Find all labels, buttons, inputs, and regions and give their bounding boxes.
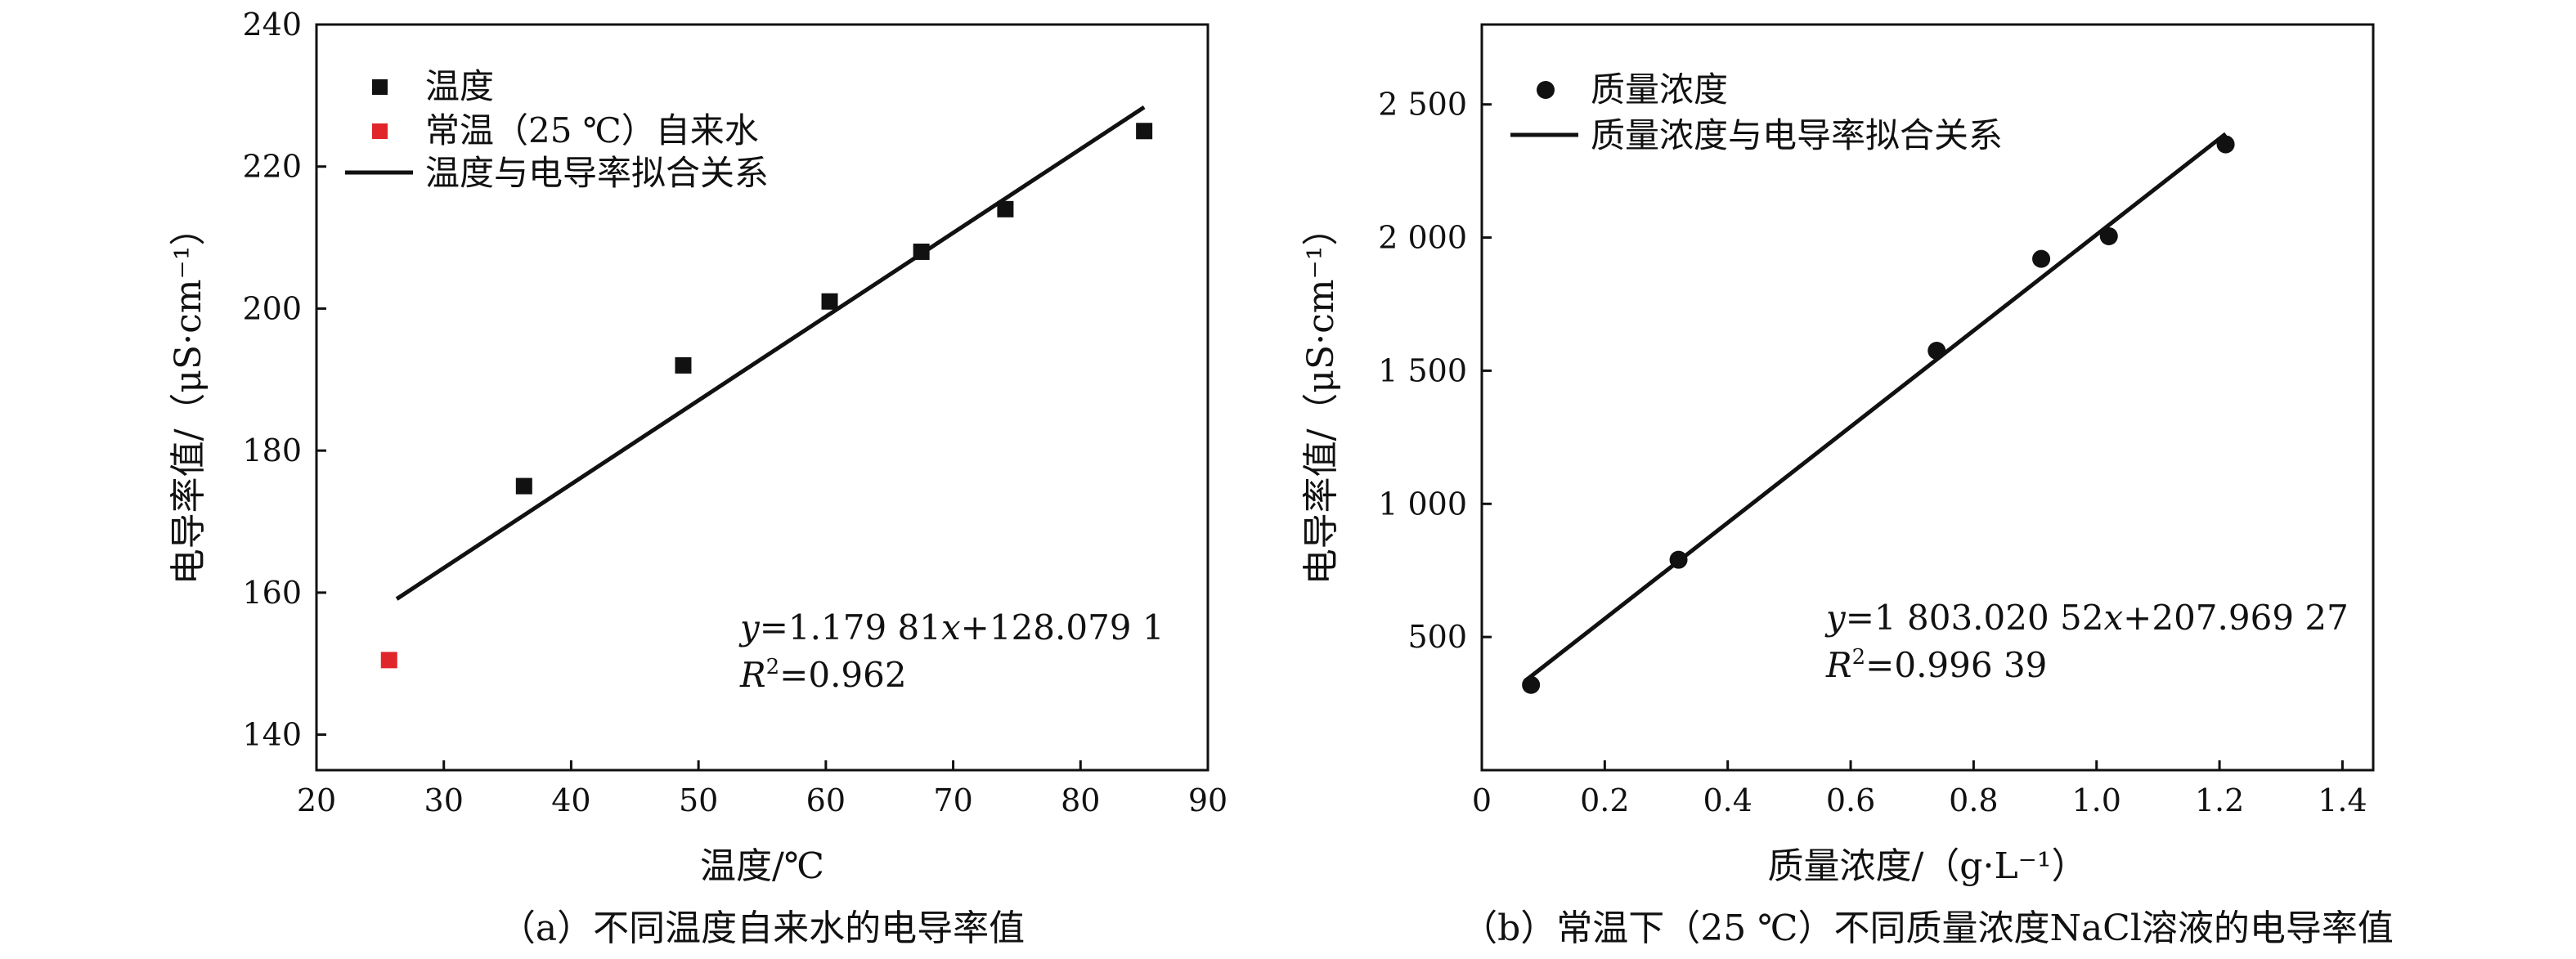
fit-equation-a: y=1.179 81x+128.079 1 <box>738 607 1165 648</box>
data-point <box>380 652 397 669</box>
y-tick-label: 2 500 <box>1378 87 1467 123</box>
x-tick-label: 90 <box>1188 782 1227 818</box>
x-tick-label: 1.0 <box>2072 782 2121 818</box>
x-tick-label: 0.2 <box>1580 782 1629 818</box>
x-tick-label: 0 <box>1472 782 1492 818</box>
plot-frame-b <box>1480 23 2375 772</box>
y-tick-label: 200 <box>242 290 302 326</box>
data-points-b <box>1522 135 2235 694</box>
data-point <box>1522 675 1541 694</box>
fit-line <box>1524 132 2228 683</box>
data-point <box>997 200 1014 217</box>
x-tick-label: 40 <box>551 782 590 818</box>
y-axis-title-b: 电导率值/（μS·cm⁻¹） <box>1300 210 1342 585</box>
fit-line-a <box>395 105 1146 601</box>
x-axis-ticks-a: 20 30 40 50 60 70 80 90 <box>297 760 1227 818</box>
data-point <box>675 356 692 374</box>
data-point <box>2216 135 2235 154</box>
data-point <box>515 477 532 495</box>
x-tick-label: 0.6 <box>1826 782 1875 818</box>
legend-label-concentration: 质量浓度 <box>1591 69 1728 110</box>
legend-label-temperature: 温度 <box>425 66 494 106</box>
y-tick-label: 1 500 <box>1378 352 1467 388</box>
plot-frame-a <box>315 23 1209 772</box>
x-tick-label: 60 <box>806 782 846 818</box>
x-tick-label: 70 <box>933 782 972 818</box>
data-point <box>913 243 930 260</box>
panel-b-concentration-chart: 0 0.2 0.4 0.6 0.8 1.0 1.2 1.4 500 1 000 1 500 2 00… <box>1300 23 2394 949</box>
caption-a: （a）不同温度自来水的电导率值 <box>500 907 1025 949</box>
y-tick-label: 1 000 <box>1378 486 1467 522</box>
y-axis-ticks-b: 500 1 000 1 500 2 000 2 500 <box>1378 87 1492 655</box>
y-tick-label: 240 <box>242 7 302 43</box>
data-point <box>1136 123 1153 140</box>
legend-marker-concentration <box>1537 81 1555 99</box>
y-tick-label: 140 <box>242 717 302 753</box>
legend-b: 质量浓度 质量浓度与电导率拟合关系 <box>1510 69 2003 155</box>
x-tick-label: 30 <box>424 782 464 818</box>
legend-label-fit-a: 温度与电导率拟合关系 <box>425 153 769 193</box>
x-tick-label: 1.4 <box>2318 782 2367 818</box>
fit-equation-b: y=1 803.020 52x+207.969 27 <box>1824 598 2349 638</box>
fit-line <box>395 105 1146 601</box>
y-tick-label: 500 <box>1407 619 1467 655</box>
fit-line-b <box>1524 132 2228 683</box>
y-tick-label: 180 <box>242 432 302 468</box>
y-axis-ticks-a: 140 160 180 200 220 240 <box>242 7 326 753</box>
data-point <box>1928 342 1946 360</box>
data-points-a <box>380 123 1153 669</box>
legend-label-room-temp-water: 常温（25 ℃）自来水 <box>425 110 759 150</box>
x-tick-label: 0.8 <box>1949 782 1998 818</box>
data-point <box>821 293 838 310</box>
x-tick-label: 1.2 <box>2195 782 2244 818</box>
x-axis-title-b: 质量浓度/（g·L⁻¹） <box>1767 845 2087 887</box>
data-point <box>1669 550 1688 569</box>
legend-label-fit-b: 质量浓度与电导率拟合关系 <box>1591 115 2003 155</box>
legend-marker-temperature <box>372 79 388 95</box>
legend-marker-room-temp-water <box>372 123 388 139</box>
legend-a: 温度 常温（25 ℃）自来水 温度与电导率拟合关系 <box>345 66 769 193</box>
caption-b: （b）常温下（25 ℃）不同质量浓度NaCl溶液的电导率值 <box>1461 907 2394 949</box>
data-point <box>2099 226 2118 245</box>
y-tick-label: 160 <box>242 575 302 611</box>
x-axis-title-a: 温度/℃ <box>700 845 824 887</box>
data-point <box>2032 249 2051 268</box>
x-axis-ticks-b: 0 0.2 0.4 0.6 0.8 1.0 1.2 1.4 <box>1472 760 2367 818</box>
y-tick-label: 2 000 <box>1378 220 1467 256</box>
x-tick-label: 50 <box>679 782 718 818</box>
x-tick-label: 80 <box>1061 782 1100 818</box>
y-tick-label: 220 <box>242 149 302 185</box>
x-tick-label: 0.4 <box>1703 782 1752 818</box>
x-tick-label: 20 <box>297 782 336 818</box>
r-squared-b: R2=0.996 39 <box>1825 645 2047 685</box>
r-squared-a: R2=0.962 <box>739 655 907 695</box>
y-axis-title-a: 电导率值/（μS·cm⁻¹） <box>168 210 209 585</box>
panel-a-temperature-chart: 20 30 40 50 60 70 80 90 140 160 180 200 220 240 温度 常… <box>168 7 1227 949</box>
